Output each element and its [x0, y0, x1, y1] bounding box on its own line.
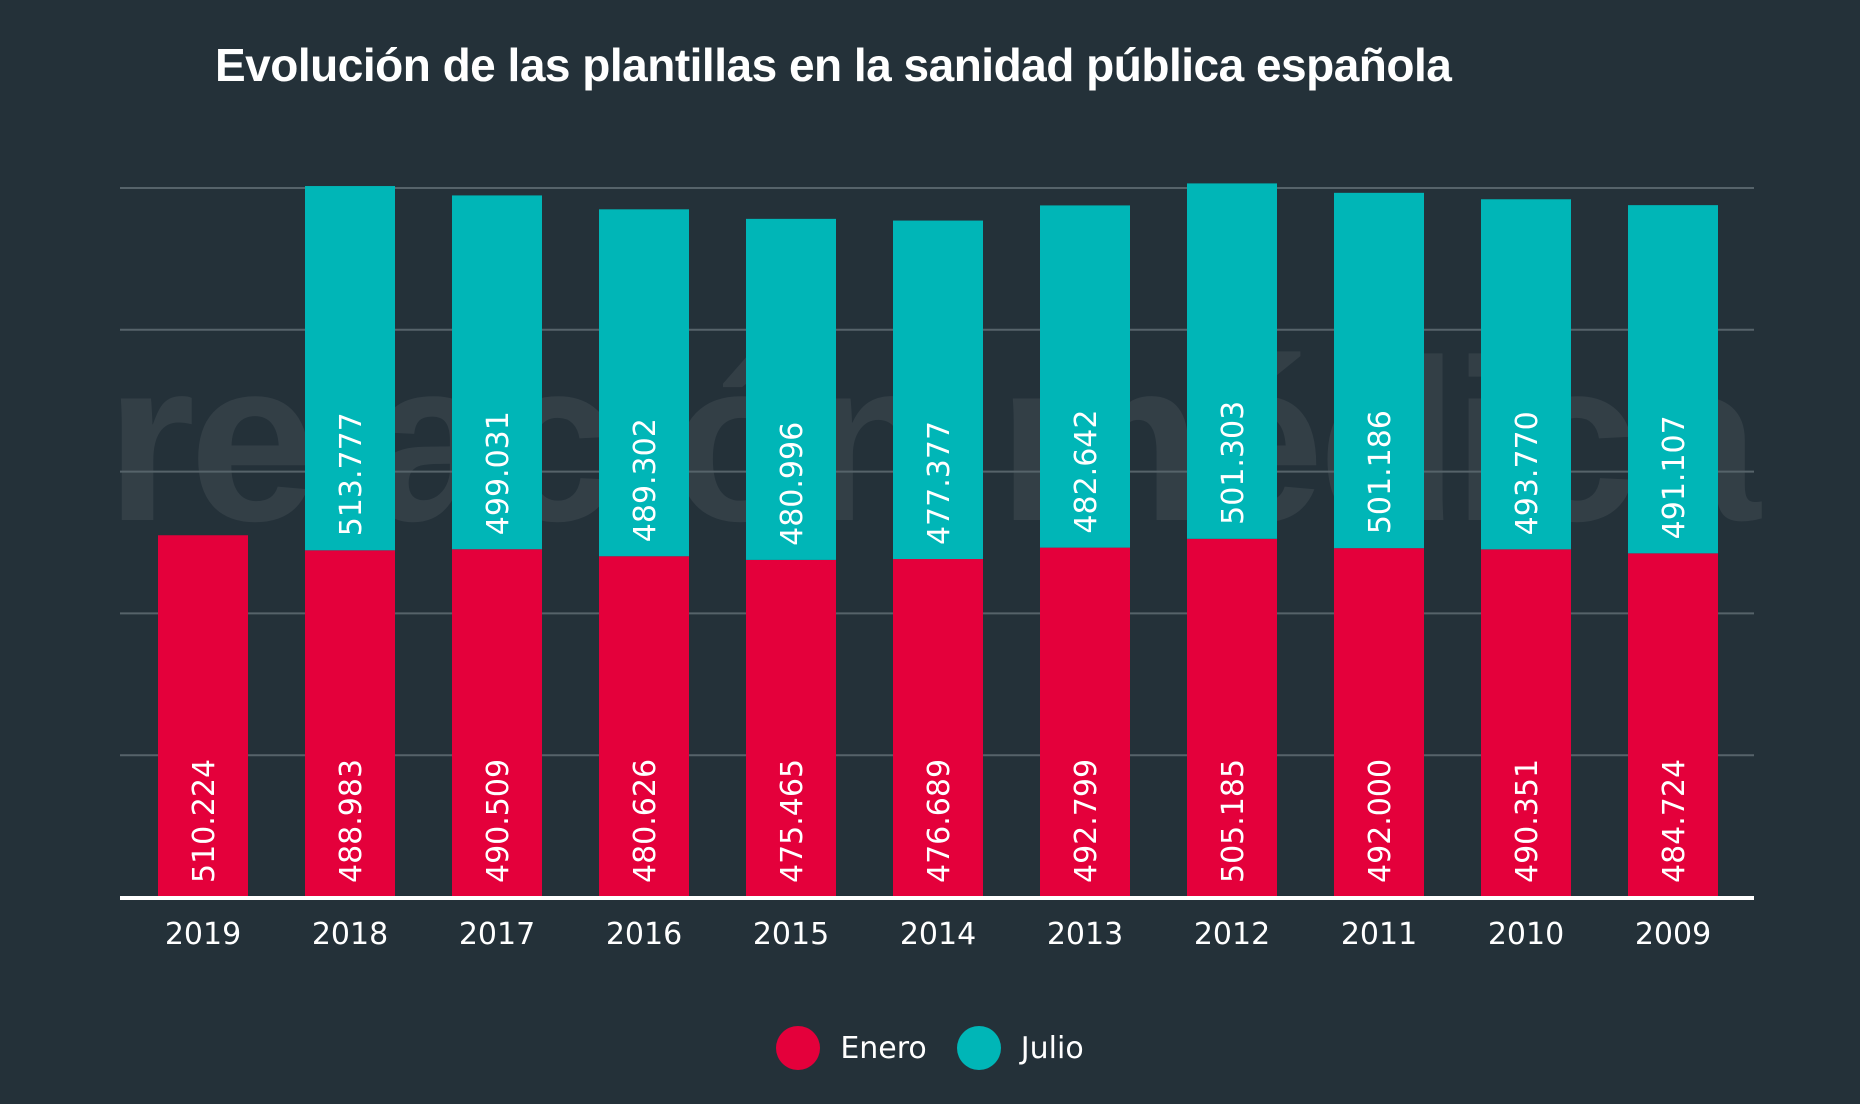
data-label-enero-2018: 488.983: [334, 759, 369, 883]
data-label-julio-2017: 499.031: [481, 411, 516, 535]
bar-julio-2018: [305, 186, 395, 551]
bar-julio-2016: [599, 209, 689, 557]
data-label-julio-2018: 513.777: [334, 412, 369, 536]
chart-svg: relación médica510.2242019488.983513.777…: [106, 183, 1768, 952]
legend-label-julio: Julio: [1020, 1030, 1084, 1066]
bar-enero-2013: [1040, 547, 1130, 897]
bar-julio-2014: [893, 220, 983, 560]
data-label-enero-2015: 475.465: [775, 759, 810, 883]
data-label-enero-2010: 490.351: [1510, 759, 1545, 883]
x-tick-label-2014: 2014: [900, 917, 976, 952]
data-label-julio-2009: 491.107: [1657, 415, 1692, 539]
bar-julio-2011: [1334, 192, 1424, 549]
bar-julio-2009: [1628, 205, 1718, 554]
bar-julio-2012: [1187, 183, 1277, 539]
legend-item-enero: Enero: [776, 1026, 927, 1070]
x-tick-label-2019: 2019: [165, 917, 241, 952]
bar-enero-2009: [1628, 553, 1718, 897]
bar-julio-2015: [746, 218, 836, 560]
bar-enero-2012: [1187, 538, 1277, 897]
bar-enero-2015: [746, 559, 836, 897]
bar-enero-2011: [1334, 548, 1424, 897]
x-tick-label-2013: 2013: [1047, 917, 1123, 952]
bar-enero-2016: [599, 556, 689, 897]
legend-label-enero: Enero: [840, 1030, 927, 1066]
legend: Enero Julio: [0, 1026, 1860, 1070]
bar-enero-2014: [893, 559, 983, 897]
data-label-enero-2013: 492.799: [1069, 759, 1104, 883]
x-tick-label-2012: 2012: [1194, 917, 1270, 952]
data-label-julio-2010: 493.770: [1510, 411, 1545, 535]
data-label-julio-2013: 482.642: [1069, 410, 1104, 534]
legend-swatch-enero: [776, 1026, 821, 1070]
x-tick-label-2010: 2010: [1488, 917, 1564, 952]
data-label-julio-2014: 477.377: [922, 421, 957, 545]
data-label-enero-2009: 484.724: [1657, 759, 1692, 883]
bar-enero-2017: [452, 549, 542, 897]
bar-enero-2018: [305, 550, 395, 897]
legend-swatch-julio: [956, 1026, 1001, 1070]
x-tick-label-2016: 2016: [606, 917, 682, 952]
bar-julio-2010: [1481, 199, 1571, 550]
data-label-julio-2016: 489.302: [628, 418, 663, 542]
bar-julio-2017: [452, 195, 542, 550]
legend-item-julio: Julio: [956, 1026, 1084, 1070]
data-label-enero-2016: 480.626: [628, 759, 663, 883]
bar-enero-2010: [1481, 549, 1571, 897]
x-tick-label-2015: 2015: [753, 917, 829, 952]
data-label-enero-2012: 505.185: [1216, 759, 1251, 883]
data-label-julio-2011: 501.186: [1363, 410, 1398, 534]
data-label-enero-2014: 476.689: [922, 759, 957, 883]
x-tick-label-2018: 2018: [312, 917, 388, 952]
x-tick-label-2011: 2011: [1341, 917, 1417, 952]
data-label-enero-2019: 510.224: [187, 759, 222, 883]
bar-enero-2019: [158, 535, 248, 897]
data-label-enero-2017: 490.509: [481, 759, 516, 883]
x-tick-label-2009: 2009: [1635, 917, 1711, 952]
chart-title: Evolución de las plantillas en la sanida…: [215, 39, 1452, 91]
bar-julio-2013: [1040, 205, 1130, 548]
data-label-julio-2012: 501.303: [1216, 401, 1251, 525]
x-tick-label-2017: 2017: [459, 917, 535, 952]
data-label-julio-2015: 480.996: [775, 422, 810, 546]
data-label-enero-2011: 492.000: [1363, 759, 1398, 883]
